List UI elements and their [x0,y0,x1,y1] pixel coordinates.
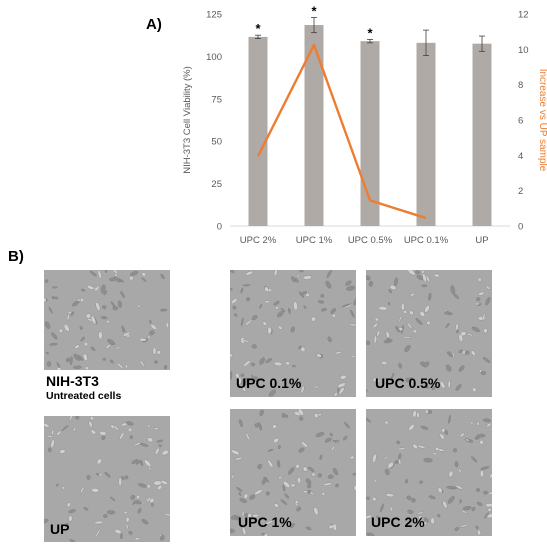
upc-2-label: UPC 2% [371,514,425,530]
y2-tick-label: 8 [518,80,523,91]
cells-texture [366,270,492,397]
significance-mark: * [255,21,261,36]
viability-chart: 0 25 50 75 100 125 0 2 4 6 8 10 12 * * * UPC 2% UPC 1% UPC… [182,3,547,246]
panel-b-label: B) [8,248,24,265]
bar [360,41,380,226]
y-tick-label: 0 [217,222,222,233]
upc-0-5-label: UPC 0.5% [375,375,441,391]
x-tick-label: UPC 0.5% [348,235,393,246]
x-tick-label: UPC 0.1% [404,235,449,246]
y-tick-label: 125 [206,10,222,21]
bar [304,25,324,226]
nih3t3-title: NIH-3T3 [46,373,99,389]
y-tick-label: 25 [211,179,222,190]
cells-texture [230,270,356,397]
y2-axis-title: Increase vs UP sample [537,69,547,172]
micrograph-nih3t3-untreated [44,270,170,370]
y2-tick-label: 4 [518,151,523,162]
cells-texture [366,409,492,536]
micrograph-upc-0-5 [366,270,492,397]
cells-texture [44,416,170,542]
micrograph-up [44,416,170,542]
significance-mark: * [311,3,317,18]
micrograph-upc-0-1 [230,270,356,397]
micrograph-upc-1 [230,409,356,536]
y2-tick-label: 0 [518,222,523,233]
cells-texture [44,270,170,370]
micrograph-upc-2 [366,409,492,536]
untreated-cells-caption: Untreated cells [46,390,122,402]
y-tick-label: 100 [206,52,222,63]
upc-0-1-label: UPC 0.1% [236,375,302,391]
y2-tick-label: 12 [518,10,529,21]
x-tick-label: UPC 1% [296,235,333,246]
x-tick-label: UP [475,235,488,246]
x-tick-label: UPC 2% [240,235,277,246]
y-tick-label: 50 [211,137,222,148]
panel-a-label: A) [146,16,162,33]
y2-tick-label: 2 [518,186,523,197]
y2-tick-label: 6 [518,116,523,127]
bar [472,43,492,227]
bar [416,42,436,226]
up-label: UP [50,521,70,537]
y-tick-label: 75 [211,94,222,105]
y2-tick-label: 10 [518,45,529,56]
bar [248,36,268,227]
upc-1-label: UPC 1% [238,514,292,530]
y-axis-title: NIH-3T3 Cell Viability (%) [182,66,193,174]
cells-texture [230,409,356,536]
significance-mark: * [367,25,373,40]
increase-line [256,43,427,220]
